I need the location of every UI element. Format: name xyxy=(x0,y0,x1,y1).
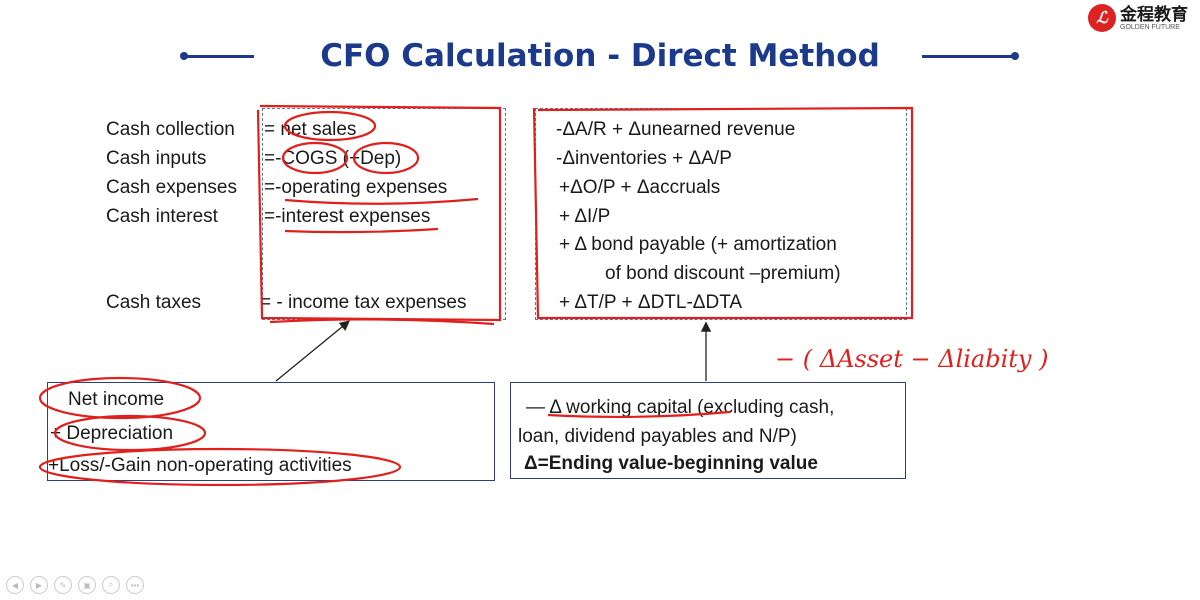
row-label: Cash expenses xyxy=(106,177,237,198)
row-adjust: -ΔA/R + Δunearned revenue xyxy=(556,119,796,140)
bond-line-1: + Δ bond payable (+ amortization xyxy=(559,234,837,255)
pen-icon[interactable]: ✎ xyxy=(54,576,72,594)
bond-line-2: of bond discount –premium) xyxy=(605,263,841,284)
wc-line-3: Δ=Ending value-beginning value xyxy=(524,453,818,474)
row-label: Cash collection xyxy=(106,119,235,140)
print-icon[interactable]: ▣ xyxy=(78,576,96,594)
title-dot-right xyxy=(1011,52,1019,60)
red-box-right xyxy=(532,106,914,320)
zoom-icon[interactable]: ⌕ xyxy=(102,576,120,594)
indirect-items-box: Net income + Depreciation +Loss/-Gain no… xyxy=(47,382,495,481)
logo-emblem-icon: ℒ xyxy=(1088,4,1116,32)
arrow-left xyxy=(275,320,351,382)
row-adjust: +ΔO/P + Δaccruals xyxy=(559,177,721,198)
handwritten-note: − ( ΔAsset − Δliabity ) xyxy=(775,345,1049,373)
page-title: CFO Calculation - Direct Method xyxy=(320,38,880,74)
next-icon[interactable]: ▶ xyxy=(30,576,48,594)
row-formula: =-interest expenses xyxy=(264,206,431,227)
logo: ℒ 金程教育 GOLDEN FUTURE xyxy=(1088,4,1188,32)
row-label: Cash inputs xyxy=(106,148,207,169)
row-formula: = net sales xyxy=(264,119,357,140)
prev-icon[interactable]: ◀ xyxy=(6,576,24,594)
wc-line-2: loan, dividend payables and N/P) xyxy=(518,426,797,447)
row-adjust: + ΔI/P xyxy=(559,206,611,227)
title-line-left xyxy=(184,55,254,58)
title-dot-left xyxy=(180,52,188,60)
taxes-adjust: + ΔT/P + ΔDTL-ΔDTA xyxy=(559,292,743,313)
loss-gain: +Loss/-Gain non-operating activities xyxy=(48,455,352,476)
red-markings xyxy=(38,104,914,487)
logo-cn: 金程教育 xyxy=(1120,4,1188,24)
working-capital-box: — Δ working capital (excluding cash, loa… xyxy=(510,382,906,479)
red-box-left xyxy=(256,104,502,322)
row-formula: =-COGS (+Dep) xyxy=(264,148,402,169)
logo-en: GOLDEN FUTURE xyxy=(1120,23,1180,31)
row-adjust: -Δinventories + ΔA/P xyxy=(556,148,732,169)
depreciation: + Depreciation xyxy=(50,423,174,444)
row-formula: =-operating expenses xyxy=(264,177,448,198)
title-line-right xyxy=(922,55,1014,58)
more-icon[interactable]: ••• xyxy=(126,576,144,594)
row-label: Cash interest xyxy=(106,206,218,227)
wc-line-1: — Δ working capital (excluding cash, xyxy=(526,397,835,418)
taxes-formula: = - income tax expenses xyxy=(260,292,467,313)
slide-nav: ◀ ▶ ✎ ▣ ⌕ ••• xyxy=(6,576,144,594)
net-income: Net income xyxy=(68,389,165,410)
taxes-label: Cash taxes xyxy=(106,292,202,313)
